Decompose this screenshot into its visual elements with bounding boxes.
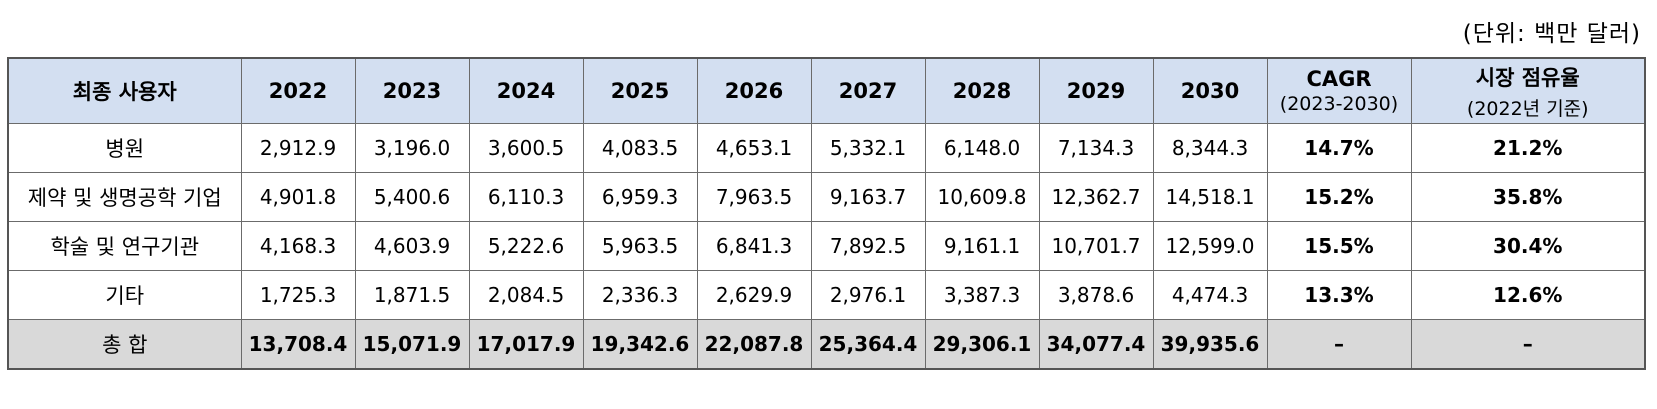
total-share-cell: – bbox=[1410, 319, 1646, 370]
value-cell: 4,901.8 bbox=[240, 172, 356, 222]
table-row: 제약 및 생명공학 기업 4,901.8 5,400.6 6,110.3 6,959.3… bbox=[7, 172, 1646, 222]
total-value-cell: 15,071.9 bbox=[354, 319, 470, 370]
header-share-title: 시장 점유율 bbox=[1475, 65, 1580, 90]
header-end-user: 최종 사용자 bbox=[7, 57, 242, 124]
value-cell: 5,400.6 bbox=[354, 172, 470, 222]
total-value-cell: 39,935.6 bbox=[1152, 319, 1268, 370]
value-cell: 3,387.3 bbox=[924, 270, 1040, 320]
value-cell: 7,963.5 bbox=[696, 172, 812, 222]
value-cell: 1,871.5 bbox=[354, 270, 470, 320]
header-share-basis: (2022년 기준) bbox=[1466, 97, 1589, 120]
table-row: 학술 및 연구기관 4,168.3 4,603.9 5,222.6 5,963.5 6,8… bbox=[7, 221, 1646, 271]
value-cell: 3,878.6 bbox=[1038, 270, 1154, 320]
value-cell: 6,959.3 bbox=[582, 172, 698, 222]
total-cagr-cell: – bbox=[1266, 319, 1412, 370]
header-year: 2022 bbox=[240, 57, 356, 124]
value-cell: 12,599.0 bbox=[1152, 221, 1268, 271]
value-cell: 8,344.3 bbox=[1152, 123, 1268, 173]
value-cell: 2,912.9 bbox=[240, 123, 356, 173]
table-row: 병원 2,912.9 3,196.0 3,600.5 4,083.5 4,653.1 5,3… bbox=[7, 123, 1646, 173]
value-cell: 2,336.3 bbox=[582, 270, 698, 320]
value-cell: 7,134.3 bbox=[1038, 123, 1154, 173]
value-cell: 5,222.6 bbox=[468, 221, 584, 271]
header-year: 2027 bbox=[810, 57, 926, 124]
value-cell: 4,083.5 bbox=[582, 123, 698, 173]
value-cell: 1,725.3 bbox=[240, 270, 356, 320]
value-cell: 3,196.0 bbox=[354, 123, 470, 173]
cagr-cell: 14.7% bbox=[1266, 123, 1412, 173]
header-year: 2025 bbox=[582, 57, 698, 124]
value-cell: 2,629.9 bbox=[696, 270, 812, 320]
header-year: 2028 bbox=[924, 57, 1040, 124]
value-cell: 9,163.7 bbox=[810, 172, 926, 222]
total-value-cell: 13,708.4 bbox=[240, 319, 356, 370]
share-cell: 35.8% bbox=[1410, 172, 1646, 222]
row-label: 제약 및 생명공학 기업 bbox=[7, 172, 242, 222]
value-cell: 12,362.7 bbox=[1038, 172, 1154, 222]
value-cell: 7,892.5 bbox=[810, 221, 926, 271]
value-cell: 9,161.1 bbox=[924, 221, 1040, 271]
row-label: 학술 및 연구기관 bbox=[7, 221, 242, 271]
header-row: 최종 사용자 2022 2023 2024 2025 2026 2027 202… bbox=[7, 57, 1646, 124]
value-cell: 2,976.1 bbox=[810, 270, 926, 320]
header-year: 2024 bbox=[468, 57, 584, 124]
value-cell: 5,963.5 bbox=[582, 221, 698, 271]
value-cell: 6,841.3 bbox=[696, 221, 812, 271]
total-value-cell: 19,342.6 bbox=[582, 319, 698, 370]
total-value-cell: 34,077.4 bbox=[1038, 319, 1154, 370]
value-cell: 4,474.3 bbox=[1152, 270, 1268, 320]
total-value-cell: 22,087.8 bbox=[696, 319, 812, 370]
unit-note: (단위: 백만 달러) bbox=[1462, 21, 1641, 47]
cagr-cell: 13.3% bbox=[1266, 270, 1412, 320]
total-value-cell: 25,364.4 bbox=[810, 319, 926, 370]
header-share: 시장 점유율 (2022년 기준) bbox=[1410, 57, 1646, 124]
row-label: 병원 bbox=[7, 123, 242, 173]
cagr-cell: 15.5% bbox=[1266, 221, 1412, 271]
value-cell: 6,148.0 bbox=[924, 123, 1040, 173]
value-cell: 14,518.1 bbox=[1152, 172, 1268, 222]
table-row: 기타 1,725.3 1,871.5 2,084.5 2,336.3 2,629.9 2,9… bbox=[7, 270, 1646, 320]
value-cell: 4,653.1 bbox=[696, 123, 812, 173]
market-table: 최종 사용자 2022 2023 2024 2025 2026 2027 202… bbox=[7, 57, 1646, 370]
share-cell: 12.6% bbox=[1410, 270, 1646, 320]
share-cell: 30.4% bbox=[1410, 221, 1646, 271]
total-label: 총 합 bbox=[7, 319, 242, 370]
header-cagr-period: (2023-2030) bbox=[1279, 93, 1399, 115]
value-cell: 10,701.7 bbox=[1038, 221, 1154, 271]
header-year: 2030 bbox=[1152, 57, 1268, 124]
value-cell: 5,332.1 bbox=[810, 123, 926, 173]
header-year: 2023 bbox=[354, 57, 470, 124]
value-cell: 3,600.5 bbox=[468, 123, 584, 173]
value-cell: 4,168.3 bbox=[240, 221, 356, 271]
total-value-cell: 29,306.1 bbox=[924, 319, 1040, 370]
row-label: 기타 bbox=[7, 270, 242, 320]
value-cell: 10,609.8 bbox=[924, 172, 1040, 222]
header-cagr: CAGR (2023-2030) bbox=[1266, 57, 1412, 124]
value-cell: 6,110.3 bbox=[468, 172, 584, 222]
total-row: 총 합 13,708.4 15,071.9 17,017.9 19,342.6 22,08… bbox=[7, 319, 1646, 370]
header-cagr-title: CAGR bbox=[1306, 67, 1372, 91]
header-year: 2029 bbox=[1038, 57, 1154, 124]
header-year: 2026 bbox=[696, 57, 812, 124]
share-cell: 21.2% bbox=[1410, 123, 1646, 173]
value-cell: 4,603.9 bbox=[354, 221, 470, 271]
total-value-cell: 17,017.9 bbox=[468, 319, 584, 370]
value-cell: 2,084.5 bbox=[468, 270, 584, 320]
cagr-cell: 15.2% bbox=[1266, 172, 1412, 222]
